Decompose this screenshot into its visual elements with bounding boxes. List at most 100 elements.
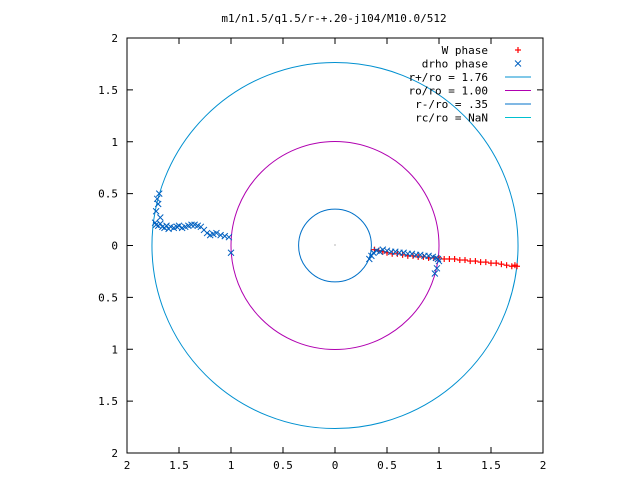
drho-phase-point-b <box>425 252 432 260</box>
w-phase-point <box>456 257 463 264</box>
drho-phase-point-b <box>217 231 224 239</box>
drho-phase-point <box>376 248 384 256</box>
drho-phase-point-b <box>373 247 380 255</box>
drho-phase-point <box>152 221 160 229</box>
drho-phase-point-b <box>365 255 373 263</box>
drho-phase-point-b <box>368 252 375 260</box>
drho-phase-point <box>435 257 443 265</box>
drho-phase-point <box>153 195 161 203</box>
w-phase-point <box>389 250 396 257</box>
drho-phase-point-b <box>370 249 377 257</box>
chart-title: m1/n1.5/q1.5/r-+.20-j104/M10.0/512 <box>221 12 446 25</box>
legend-marker <box>515 47 521 53</box>
x-tick-label: 0.5 <box>377 459 397 472</box>
y-tick-label: 1 <box>111 136 118 149</box>
x-tick-label: 2 <box>540 459 547 472</box>
y-tick-label: 2 <box>111 32 118 45</box>
drho-phase-point-b <box>434 255 442 263</box>
w-phase-point <box>488 260 494 267</box>
w-phase-point <box>472 258 479 265</box>
drho-phase-point <box>175 222 183 230</box>
drho-phase-point-b <box>156 220 164 228</box>
drho-phase-point <box>431 270 439 277</box>
drho-phase-point <box>213 229 220 237</box>
drho-phase-point-b <box>391 248 399 256</box>
drho-phase-point-b <box>429 253 437 261</box>
drho-phase-point <box>370 249 377 257</box>
drho-phase-point <box>400 249 407 257</box>
x-tick-label: 1.5 <box>169 459 189 472</box>
drho-phase-point-b <box>203 229 211 237</box>
data-points <box>151 190 520 277</box>
drho-phase-point <box>433 264 441 272</box>
drho-phase-point-b <box>433 264 441 272</box>
drho-phase-point <box>379 246 387 254</box>
drho-phase-point-b <box>379 246 387 254</box>
drho-phase-point-b <box>191 221 198 229</box>
x-tick-label: 2 <box>124 459 131 472</box>
drho-phase-point-b <box>435 257 443 265</box>
drho-phase-point-b <box>151 219 159 227</box>
y-tick-label: 1 <box>111 343 118 356</box>
drho-phase-point <box>159 223 166 231</box>
legend-label: r+/ro = 1.76 <box>409 71 488 84</box>
drho-phase-point-b <box>156 214 164 221</box>
w-phase-point <box>508 263 515 270</box>
drho-phase-point <box>163 222 170 230</box>
w-phase-point <box>462 257 468 264</box>
y-tick-label: 0.5 <box>98 291 118 304</box>
drho-phase-point <box>225 233 233 241</box>
drho-phase-point <box>154 200 162 208</box>
drho-phase-point-b <box>173 223 181 231</box>
drho-phase-point-b <box>154 200 162 208</box>
w-phase-point <box>477 259 484 266</box>
drho-phase-point <box>173 223 181 231</box>
drho-phase-point <box>434 255 442 263</box>
legend-marker-b <box>514 60 522 67</box>
w-phase-point <box>482 259 489 266</box>
y-tick-label: 0.5 <box>98 188 118 201</box>
drho-phase-point <box>425 252 432 260</box>
drho-phase-point-b <box>152 207 160 215</box>
drho-phase-point-b <box>416 251 424 259</box>
y-tick-label: 1.5 <box>98 395 118 408</box>
legend-label: rc/ro = NaN <box>415 112 488 125</box>
w-phase-point <box>467 258 474 265</box>
legend-label: drho phase <box>422 58 488 71</box>
drho-phase-point-b <box>432 254 440 262</box>
x-tick-label: 1.5 <box>481 459 501 472</box>
drho-phase-point-b <box>200 226 208 234</box>
drho-phase-point <box>152 207 160 215</box>
drho-phase-point <box>408 250 416 258</box>
x-tick-label: 1 <box>436 459 443 472</box>
drho-phase-point-b <box>197 223 205 231</box>
w-phase-point <box>503 262 510 269</box>
y-tick-label: 2 <box>111 447 118 460</box>
drho-phase-point-b <box>163 222 170 230</box>
drho-phase-point-b <box>153 195 161 203</box>
drho-phase-point <box>155 190 163 197</box>
w-phase-point <box>451 255 458 262</box>
drho-phase-point <box>188 221 195 229</box>
drho-phase-point <box>156 214 164 221</box>
y-tick-label: 1.5 <box>98 84 118 97</box>
drho-phase-point-b <box>400 249 407 257</box>
drho-phase-point <box>227 249 235 257</box>
drho-phase-point <box>416 251 424 259</box>
w-phase-point <box>399 251 406 258</box>
drho-phase-point-b <box>227 249 235 257</box>
axis-ticks: 2 1.5 1 0.5 0 0.5 1 1.5 221.510.500.511.52 <box>98 32 546 472</box>
drho-phase-point-b <box>155 190 163 197</box>
drho-phase-point-b <box>225 233 233 241</box>
x-tick-label: 0 <box>332 459 339 472</box>
drho-phase-point <box>391 248 399 256</box>
drho-phase-point <box>383 247 391 255</box>
w-phase-point <box>498 261 505 268</box>
drho-phase-point-b <box>175 222 183 230</box>
drho-phase-point <box>365 255 373 263</box>
reference-circles <box>151 61 519 430</box>
drho-phase-point <box>203 229 211 237</box>
drho-phase-point-b <box>408 250 416 258</box>
